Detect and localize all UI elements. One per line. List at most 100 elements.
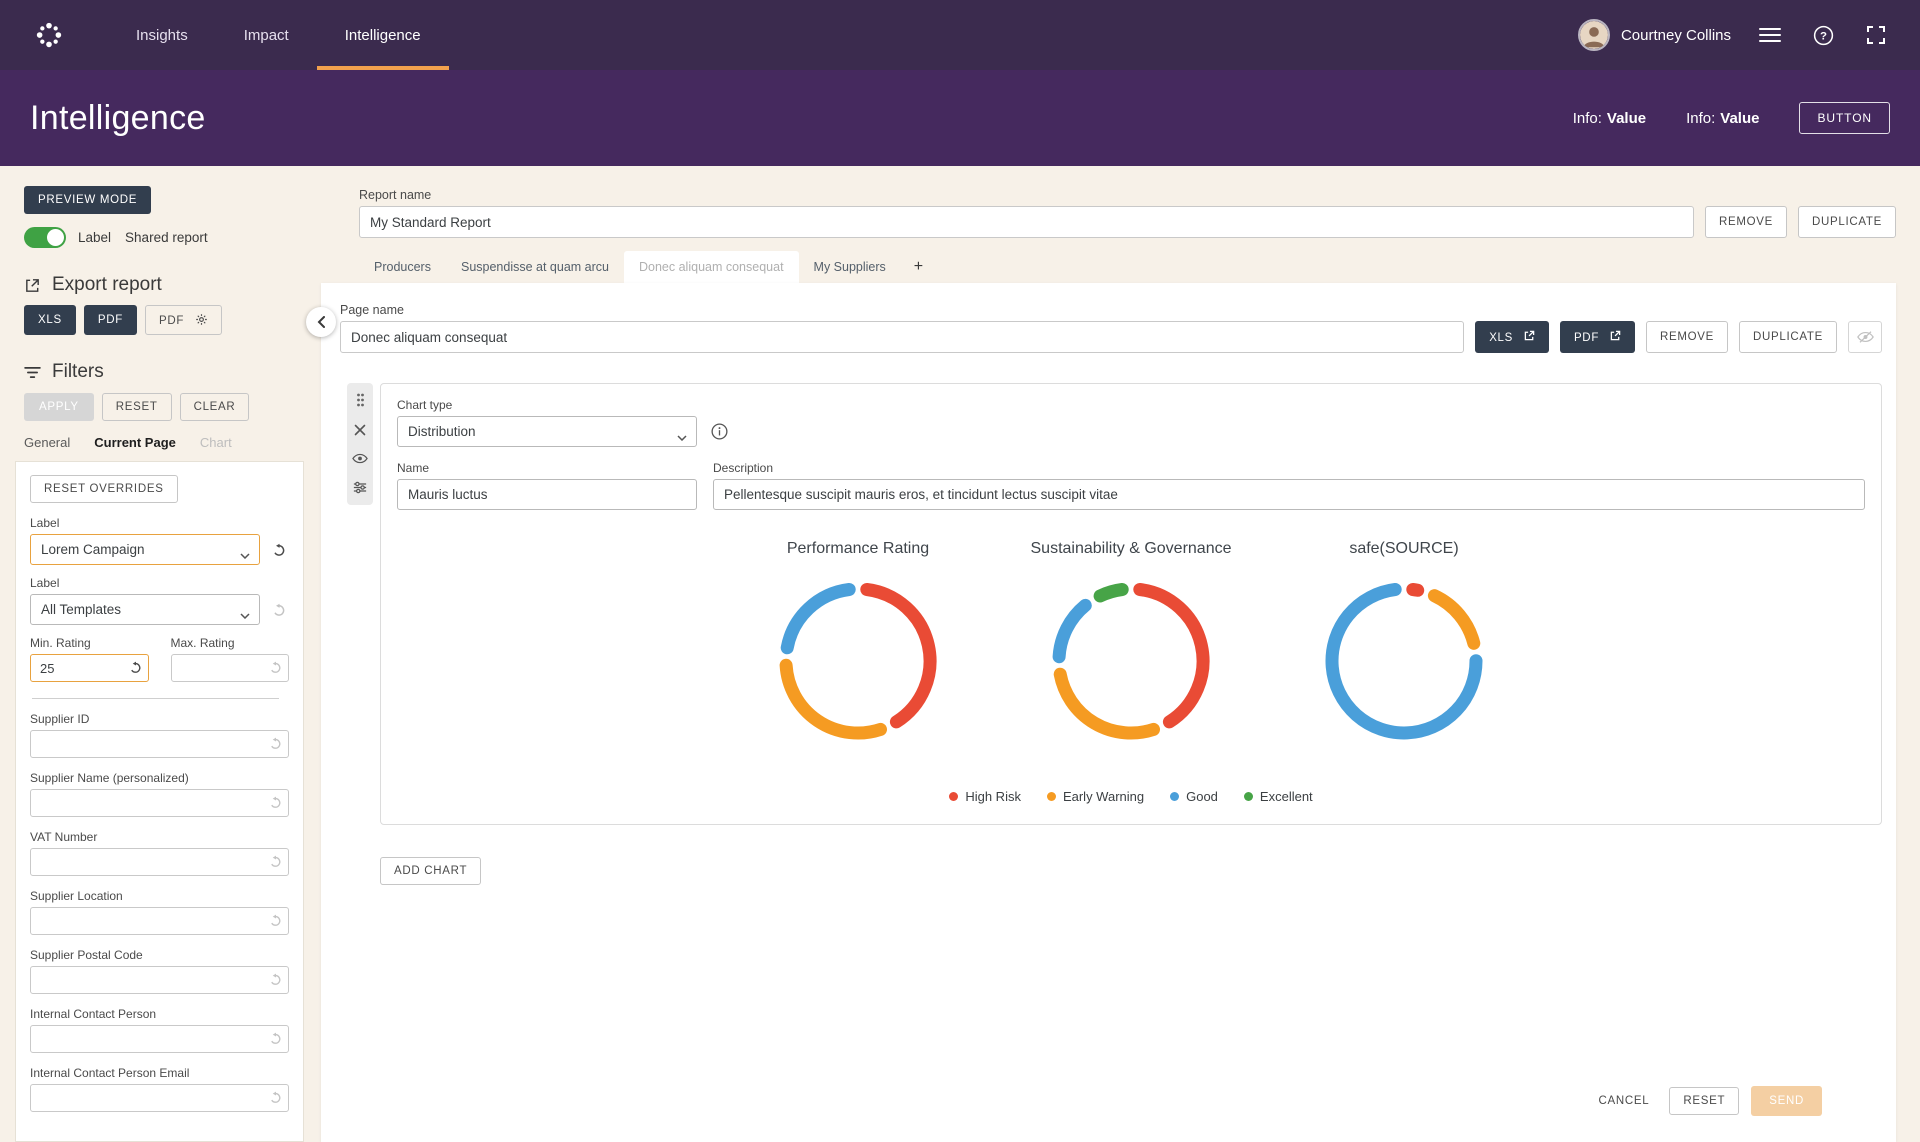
- page-tab-3[interactable]: Donec aliquam consequat: [624, 251, 799, 283]
- eye-off-icon[interactable]: [1848, 321, 1882, 353]
- duplicate-page-button[interactable]: DUPLICATE: [1739, 321, 1837, 353]
- preview-mode-button[interactable]: PREVIEW MODE: [24, 186, 152, 214]
- undo-icon[interactable]: [269, 1032, 282, 1045]
- field-label: Max. Rating: [170, 636, 235, 650]
- undo-icon[interactable]: [269, 1091, 282, 1104]
- legend-item: Excellent: [1243, 789, 1313, 804]
- page-name-input[interactable]: [340, 321, 1465, 353]
- header-button[interactable]: BUTTON: [1799, 102, 1890, 134]
- external-link-icon: [1610, 330, 1621, 341]
- close-icon[interactable]: [352, 422, 368, 438]
- export-pdf-settings-button[interactable]: PDF: [144, 305, 222, 335]
- chart-type-select[interactable]: Distribution: [397, 416, 697, 447]
- undo-icon[interactable]: [272, 543, 286, 557]
- sidebar-tabs: General Current Page Chart: [24, 435, 304, 455]
- filter-field-7: Internal Contact Person Email: [30, 1066, 289, 1112]
- info-icon[interactable]: [711, 423, 728, 440]
- filters-heading: Filters: [24, 361, 304, 383]
- filter-field-6: Internal Contact Person: [30, 1007, 289, 1053]
- reset-button[interactable]: RESET: [101, 393, 172, 421]
- chevron-down-icon: [240, 547, 250, 562]
- undo-icon[interactable]: [269, 973, 282, 986]
- field-label: Supplier Name (personalized): [30, 771, 189, 785]
- apply-button[interactable]: APPLY: [24, 393, 94, 421]
- field-input[interactable]: [30, 1084, 289, 1112]
- undo-icon[interactable]: [269, 661, 282, 674]
- page-tab-1[interactable]: Producers: [374, 260, 431, 274]
- filter-field-2: Supplier Name (personalized): [30, 771, 289, 817]
- page-export-pdf-button[interactable]: PDF: [1559, 321, 1635, 353]
- field-input[interactable]: [30, 966, 289, 994]
- chart-toolbar: [347, 383, 373, 505]
- undo-icon[interactable]: [269, 796, 282, 809]
- page-tab-4[interactable]: My Suppliers: [813, 260, 886, 274]
- field-label: Label: [30, 516, 60, 530]
- chart-name-input[interactable]: [397, 479, 697, 510]
- tab-chart[interactable]: Chart: [199, 435, 232, 450]
- export-pdf-button[interactable]: PDF: [83, 305, 137, 335]
- field-label: Supplier Postal Code: [30, 948, 143, 962]
- field-input[interactable]: [30, 1025, 289, 1053]
- field-input[interactable]: [30, 907, 289, 935]
- page-export-xls-button[interactable]: XLS: [1475, 321, 1549, 353]
- report-name-input[interactable]: [359, 206, 1694, 238]
- chart-title: safe(SOURCE): [1349, 540, 1459, 557]
- donut-chart: safe(SOURCE): [1289, 540, 1519, 749]
- cancel-button[interactable]: CANCEL: [1591, 1087, 1658, 1115]
- min-rating-input[interactable]: [30, 654, 149, 682]
- nav-item-impact[interactable]: Impact: [243, 26, 289, 44]
- fullscreen-icon[interactable]: [1862, 21, 1890, 49]
- charts-row: Performance Rating Sustainability & Gover…: [397, 540, 1865, 749]
- toggle-label: Label: [78, 230, 112, 245]
- topnav-right: Courtney Collins ?: [1577, 19, 1890, 51]
- shared-report-toggle[interactable]: [24, 227, 66, 248]
- undo-icon[interactable]: [272, 603, 286, 617]
- max-rating-input[interactable]: [170, 654, 289, 682]
- tab-general[interactable]: General: [24, 435, 71, 450]
- main-area: Report name REMOVE DUPLICATE Producers Su…: [306, 166, 1920, 1142]
- send-button[interactable]: SEND: [1751, 1086, 1822, 1116]
- duplicate-report-button[interactable]: DUPLICATE: [1798, 206, 1896, 238]
- field-label: Supplier Location: [30, 889, 123, 903]
- hamburger-icon[interactable]: [1755, 23, 1785, 47]
- add-chart-button[interactable]: ADD CHART: [380, 857, 482, 885]
- tab-current-page[interactable]: Current Page: [94, 435, 176, 450]
- sliders-icon[interactable]: [351, 479, 369, 496]
- eye-icon[interactable]: [350, 451, 370, 466]
- footer-reset-button[interactable]: RESET: [1669, 1087, 1740, 1115]
- campaign-select[interactable]: Lorem Campaign: [30, 534, 260, 565]
- divider: [32, 698, 279, 699]
- field-input[interactable]: [30, 848, 289, 876]
- filter-select-group-1: Label Lorem Campaign: [30, 516, 289, 565]
- nav-item-insights[interactable]: Insights: [136, 26, 188, 44]
- templates-select[interactable]: All Templates: [30, 594, 260, 625]
- collapse-sidebar-button[interactable]: [306, 307, 336, 337]
- reset-overrides-button[interactable]: RESET OVERRIDES: [30, 475, 178, 503]
- chart-description-input[interactable]: [713, 479, 1865, 510]
- undo-icon[interactable]: [129, 661, 142, 674]
- filter-select-group-2: Label All Templates: [30, 576, 289, 625]
- drag-handle-icon[interactable]: [353, 391, 368, 409]
- user-menu[interactable]: Courtney Collins: [1577, 19, 1731, 51]
- field-input[interactable]: [30, 789, 289, 817]
- field-input[interactable]: [30, 730, 289, 758]
- page-tabs: Producers Suspendisse at quam arcu Donec a…: [359, 251, 1896, 283]
- remove-report-button[interactable]: REMOVE: [1704, 206, 1787, 238]
- undo-icon[interactable]: [269, 855, 282, 868]
- donut-svg: [1052, 583, 1210, 740]
- remove-page-button[interactable]: REMOVE: [1645, 321, 1728, 353]
- external-link-icon: [1524, 330, 1535, 341]
- logo-dots-icon[interactable]: [34, 20, 64, 50]
- export-xls-button[interactable]: XLS: [24, 305, 76, 335]
- clear-button[interactable]: CLEAR: [179, 393, 250, 421]
- undo-icon[interactable]: [269, 914, 282, 927]
- nav-item-intelligence[interactable]: Intelligence: [316, 0, 449, 70]
- help-icon[interactable]: ?: [1809, 21, 1838, 50]
- page-tab-2[interactable]: Suspendisse at quam arcu: [460, 260, 609, 274]
- add-tab-button[interactable]: +: [913, 258, 924, 275]
- legend-dot: [1046, 792, 1056, 801]
- undo-icon[interactable]: [269, 737, 282, 750]
- description-label: Description: [713, 461, 774, 475]
- min-rating-group: Min. Rating: [30, 636, 149, 682]
